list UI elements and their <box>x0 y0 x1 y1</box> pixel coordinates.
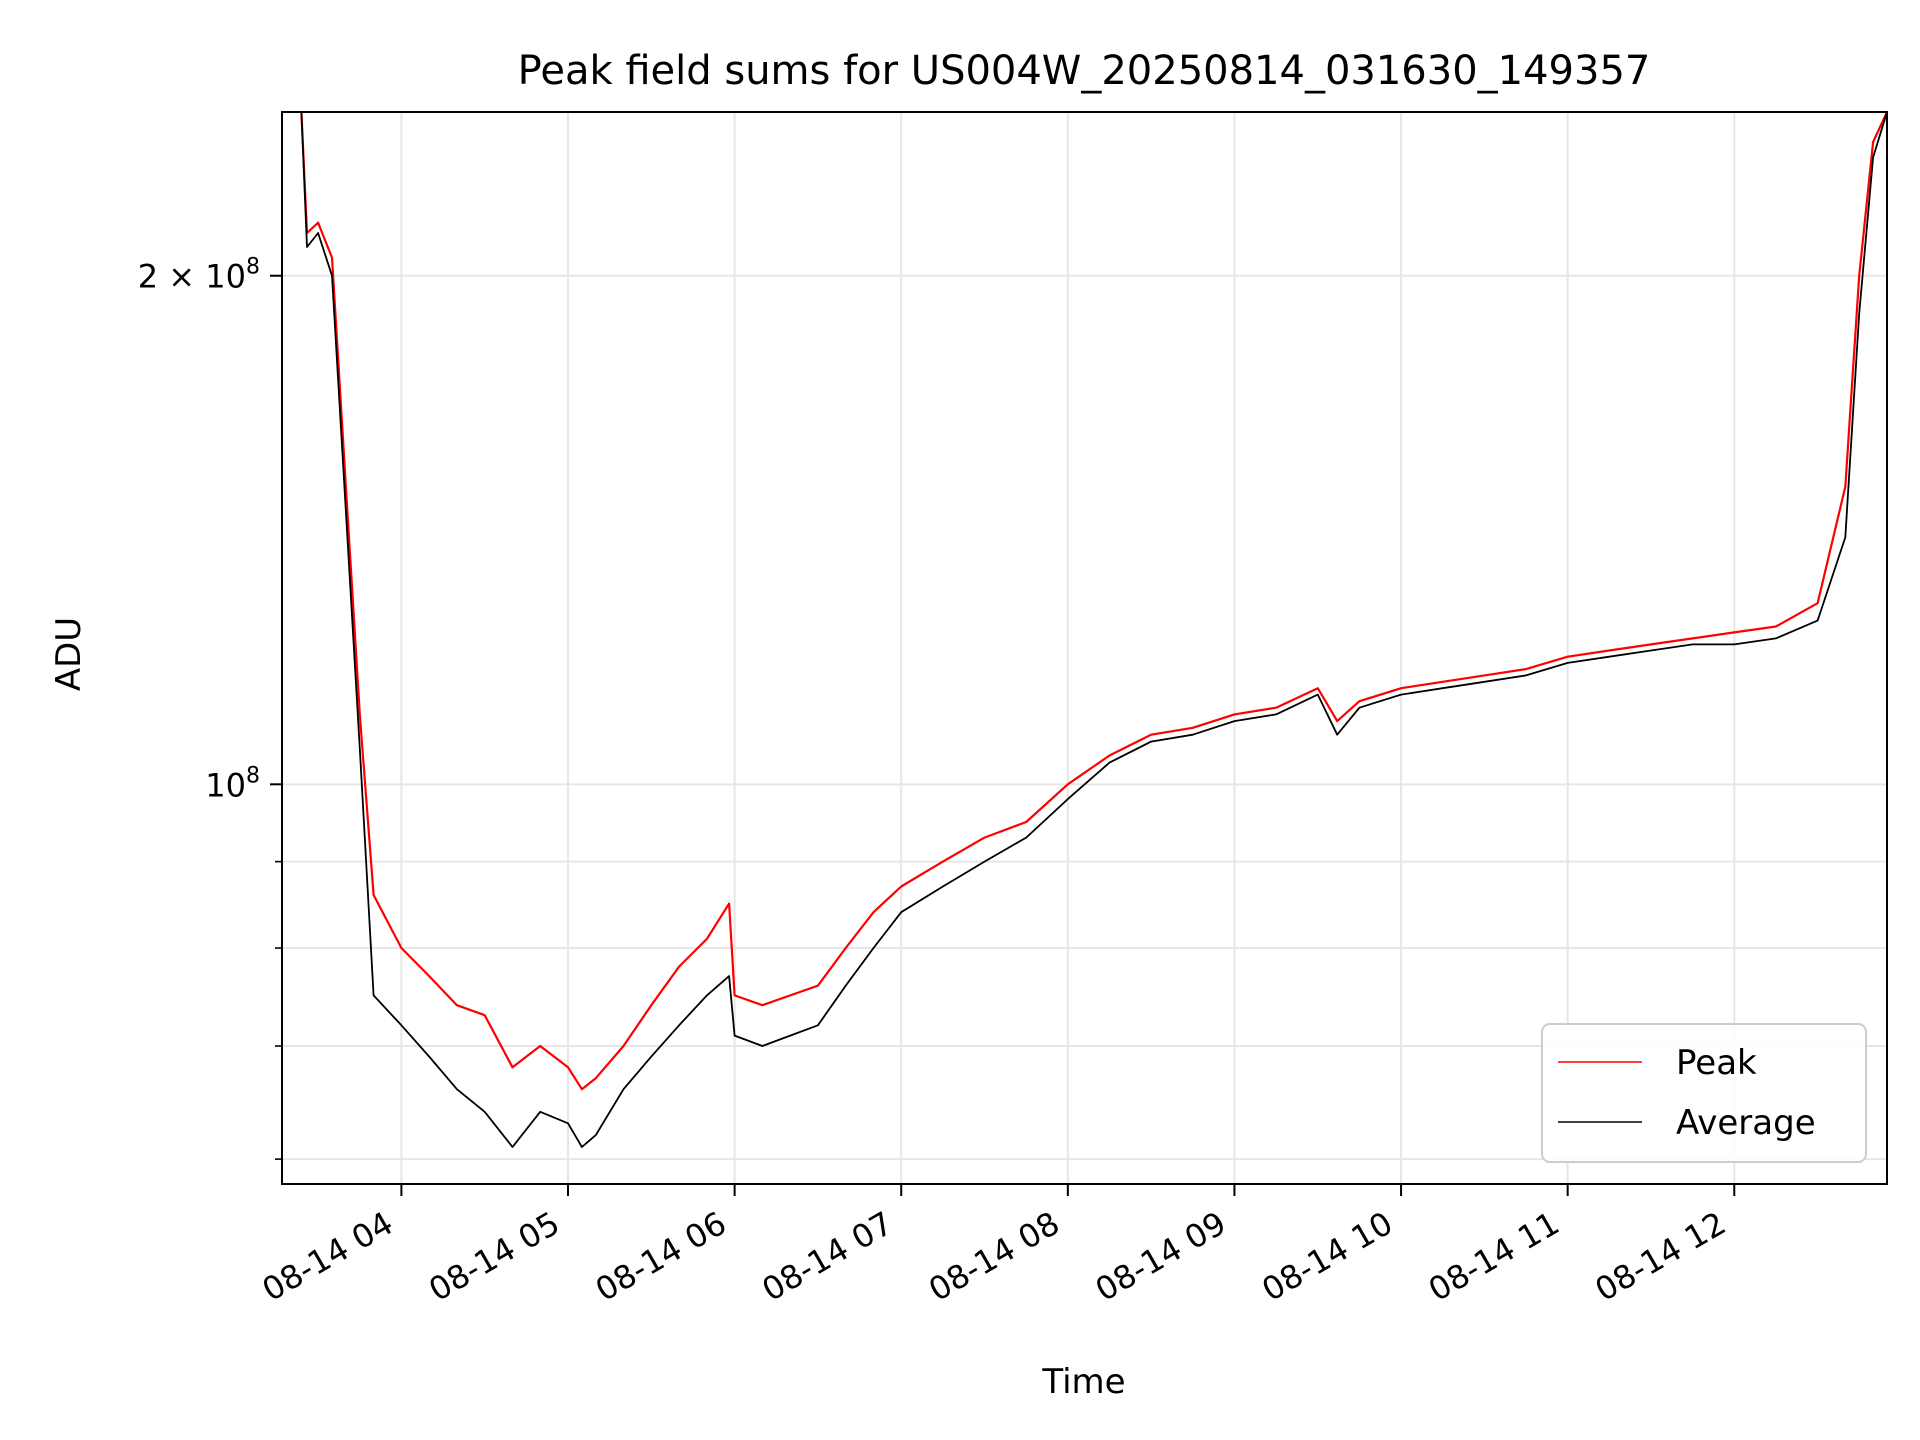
y-axis-label: ADU <box>49 617 89 691</box>
series-line-peak <box>300 112 1887 1091</box>
y-tick-label-exponent: 8 <box>246 255 260 280</box>
legend-label-peak: Peak <box>1676 1043 1757 1083</box>
plot-frame <box>281 111 1888 1185</box>
chart-title: Peak field sums for US004W_20250814_0316… <box>518 48 1651 94</box>
y-tick-label: 108 <box>205 763 260 804</box>
y-tick-label-exponent: 8 <box>246 763 260 788</box>
series-layer <box>300 112 1887 1148</box>
series-line-average <box>300 112 1887 1148</box>
legend-label-average: Average <box>1676 1103 1816 1143</box>
x-axis-label: Time <box>1041 1362 1125 1402</box>
y-tick-label: 2 × 108 <box>138 255 260 296</box>
y-tick-label-base: 2 × 10 <box>138 258 246 296</box>
legend-box <box>1541 1023 1867 1163</box>
y-tick-label-base: 10 <box>205 766 246 804</box>
legend: Peak Average <box>1541 1023 1867 1163</box>
